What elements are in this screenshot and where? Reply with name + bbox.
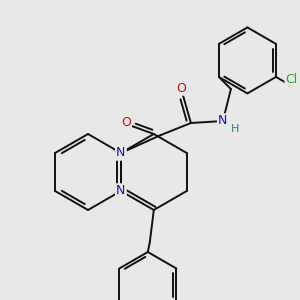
Text: O: O — [176, 82, 186, 94]
Text: N: N — [116, 146, 126, 160]
Text: N: N — [218, 115, 228, 128]
Text: O: O — [121, 116, 131, 128]
Text: N: N — [116, 184, 126, 197]
Text: H: H — [231, 124, 239, 134]
Text: Cl: Cl — [286, 73, 298, 86]
